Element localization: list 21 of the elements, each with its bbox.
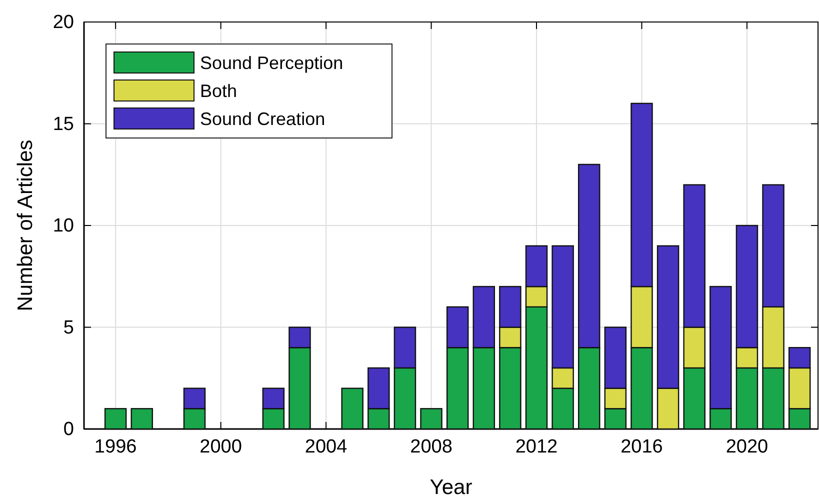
y-tick-label: 5 bbox=[63, 317, 74, 338]
y-tick-label: 20 bbox=[52, 12, 74, 34]
x-tick-label: 2020 bbox=[726, 436, 768, 458]
bar bbox=[420, 408, 442, 430]
bar bbox=[130, 408, 153, 430]
x-tick-label: 2012 bbox=[515, 436, 558, 458]
bar bbox=[341, 388, 364, 430]
y-tick-label: 0 bbox=[63, 419, 74, 440]
x-tick-label: 2004 bbox=[304, 436, 348, 458]
x-tick-label: 2000 bbox=[200, 436, 242, 458]
legend-label: Sound Perception bbox=[200, 53, 344, 73]
x-tick-label: 1996 bbox=[94, 436, 137, 458]
x-tick-label: 2008 bbox=[410, 436, 452, 458]
bar bbox=[104, 408, 127, 430]
y-axis-title: Number of Articles bbox=[14, 140, 37, 312]
legend-label: Sound Creation bbox=[200, 109, 326, 129]
x-axis-title: Year bbox=[430, 476, 472, 498]
y-tick-label: 10 bbox=[52, 216, 74, 237]
legend-label: Both bbox=[200, 81, 238, 101]
y-tick-label: 15 bbox=[52, 114, 74, 135]
x-tick-label: 2016 bbox=[620, 436, 663, 458]
